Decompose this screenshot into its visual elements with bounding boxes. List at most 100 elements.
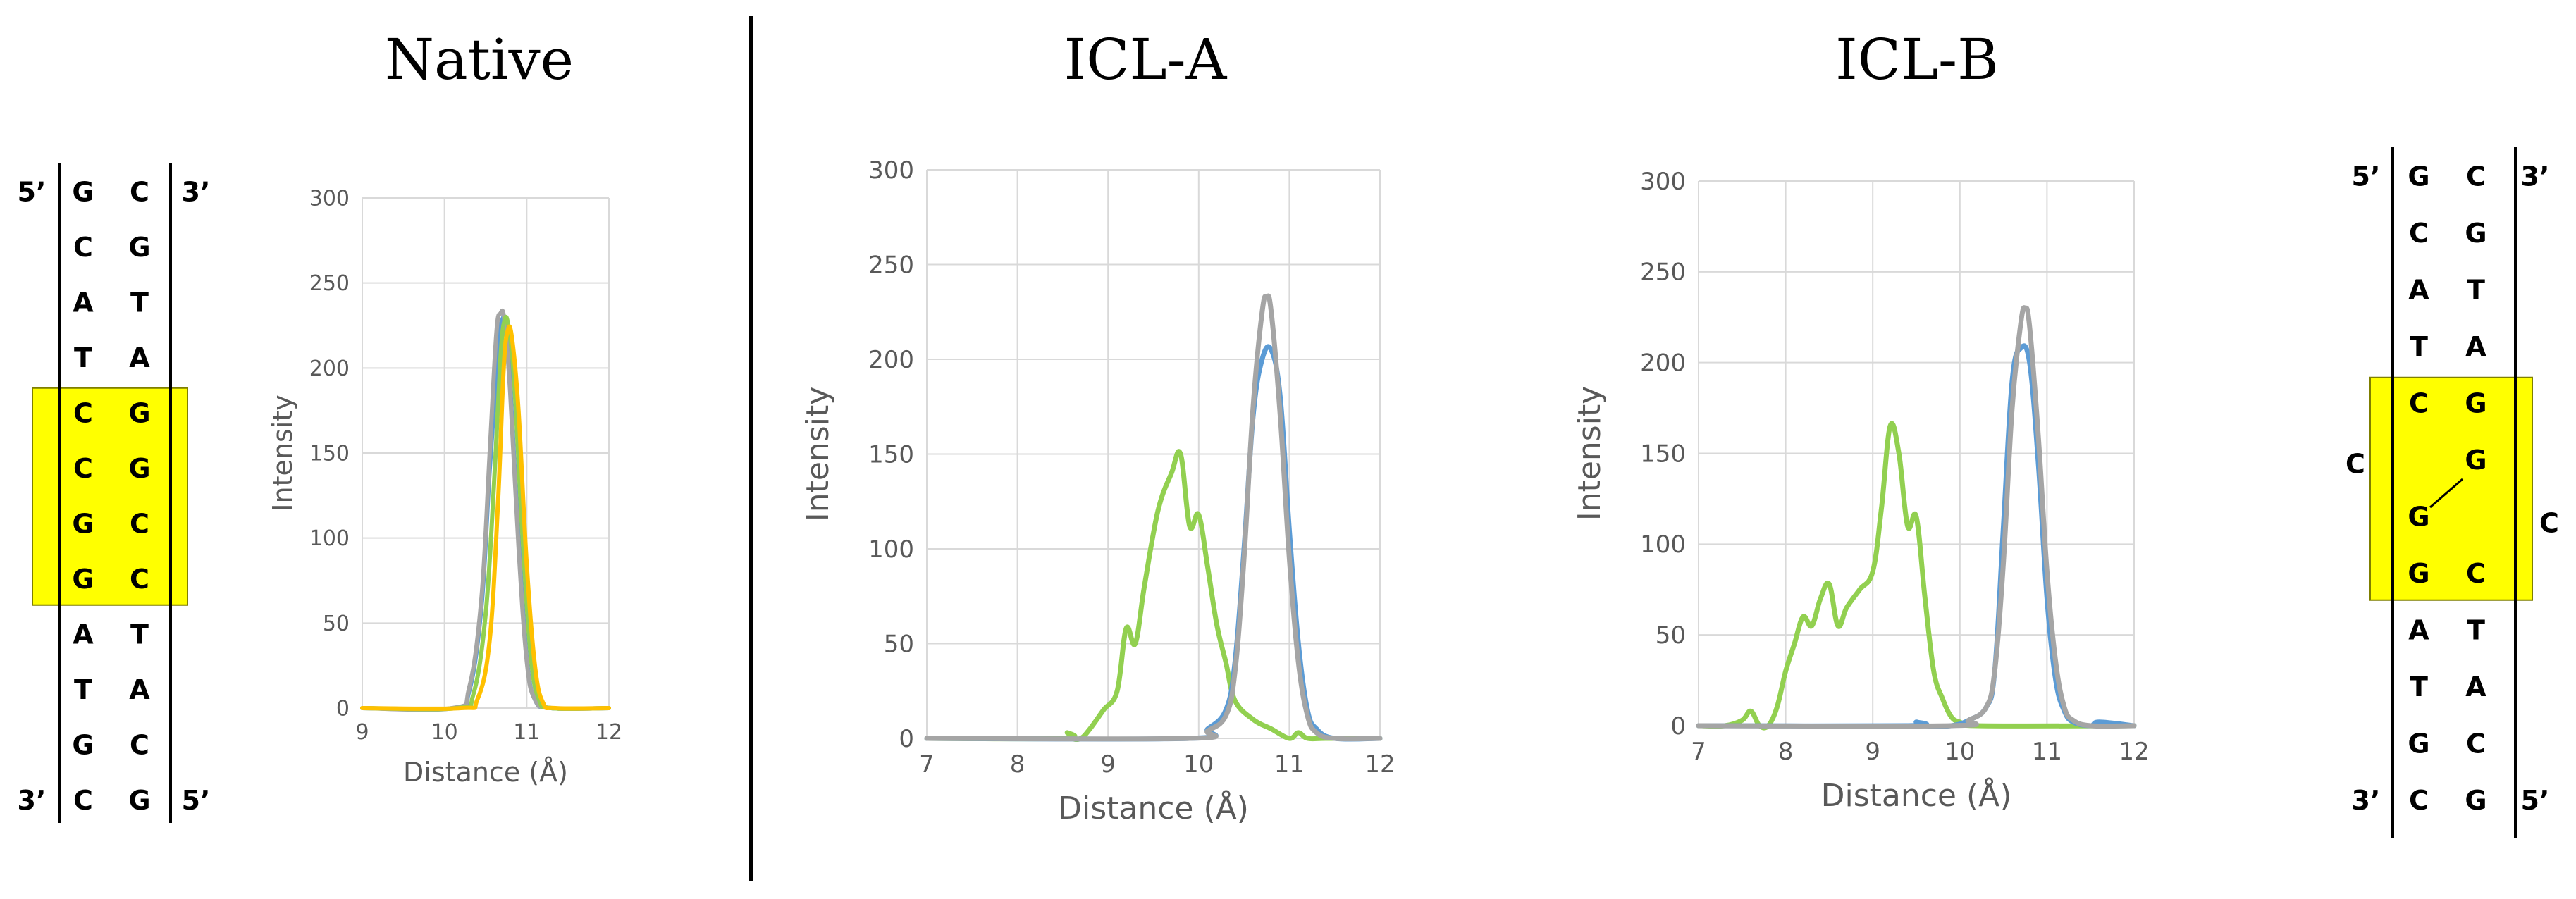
plot-area: 0 50 100 150 200 250 300 9 10 11 12 Distance (Å) Int… <box>267 187 622 788</box>
base-left-11: C <box>73 785 93 816</box>
y-tick-label-1: 50 <box>884 630 914 658</box>
base-left-4: C <box>73 398 93 429</box>
base-right-11: G <box>128 785 150 816</box>
x-tick-label-5: 12 <box>2119 738 2149 766</box>
base-right-8: T <box>130 619 149 650</box>
base-left-2: A <box>2408 275 2429 306</box>
base-left-7: G <box>2408 558 2429 589</box>
label-3-prime-top: 3’ <box>2521 161 2550 192</box>
x-tick-label-1: 8 <box>1778 738 1794 766</box>
y-tick-label-3: 150 <box>309 442 350 466</box>
x-tick-label-0: 7 <box>919 750 935 779</box>
base-left-8: A <box>73 619 94 650</box>
base-right-1: G <box>2465 218 2486 249</box>
x-tick-label-4: 11 <box>2032 738 2062 766</box>
base-left-0: G <box>72 177 94 208</box>
x-tick-label-5: 12 <box>1364 750 1395 779</box>
y-tick-label-5: 250 <box>1640 259 1686 287</box>
label-5-prime-top: 5’ <box>18 177 47 208</box>
base-left-5: C <box>73 453 93 484</box>
base-left-6: G <box>2408 502 2429 533</box>
series-line-2 <box>1696 305 2137 729</box>
label-5-prime-top: 5’ <box>2352 161 2381 192</box>
base-left-3: T <box>2410 331 2428 362</box>
x-tick-label-1: 10 <box>431 720 458 745</box>
base-left-9: T <box>2410 671 2428 702</box>
base-left-4: C <box>2409 388 2429 419</box>
y-tick-label-6: 300 <box>1640 168 1686 196</box>
y-tick-label-0: 0 <box>336 697 350 721</box>
y-axis-label: Intensity <box>800 387 836 522</box>
label-3-prime-bottom: 3’ <box>18 785 47 816</box>
base-right-3: A <box>129 342 150 373</box>
flipped-base-right: C <box>2539 508 2559 539</box>
base-right-7: C <box>130 564 149 595</box>
y-tick-label-2: 100 <box>309 526 350 551</box>
y-tick-label-2: 100 <box>868 535 914 564</box>
base-left-10: G <box>2408 728 2429 760</box>
base-left-9: T <box>74 674 92 705</box>
base-right-2: T <box>130 287 149 318</box>
base-right-0: C <box>2466 161 2486 192</box>
y-tick-label-0: 0 <box>1670 712 1686 740</box>
title-icl-b: ICL-B <box>1835 27 1999 92</box>
y-tick-label-5: 250 <box>868 251 914 279</box>
x-tick-label-4: 11 <box>1274 750 1305 779</box>
base-left-11: C <box>2409 785 2429 816</box>
base-right-11: G <box>2465 785 2486 816</box>
x-tick-label-2: 11 <box>513 720 540 745</box>
x-tick-label-3: 10 <box>1945 738 1975 766</box>
base-left-1: C <box>2409 218 2429 249</box>
base-right-8: T <box>2467 615 2485 646</box>
base-right-6: C <box>130 509 149 540</box>
base-right-2: T <box>2467 275 2485 306</box>
base-right-3: A <box>2465 331 2486 362</box>
series-line-3 <box>360 324 611 711</box>
base-right-4: G <box>128 398 150 429</box>
base-right-5: G <box>2465 445 2486 476</box>
y-tick-label-1: 50 <box>1656 621 1686 650</box>
base-left-8: A <box>2408 615 2429 646</box>
label-3-prime-bottom: 3’ <box>2352 785 2381 816</box>
label-3-prime-top: 3’ <box>182 177 211 208</box>
series-line-0 <box>1696 421 2137 731</box>
y-axis-label: Intensity <box>267 395 298 511</box>
base-left-6: G <box>72 509 94 540</box>
base-right-9: A <box>129 674 150 705</box>
base-right-1: G <box>128 232 150 263</box>
x-axis-label: Distance (Å) <box>1821 776 2012 814</box>
y-tick-label-5: 250 <box>309 271 350 296</box>
series-line-1 <box>360 308 611 712</box>
y-tick-label-6: 300 <box>309 187 350 211</box>
plot-area: 0 50 100 150 200 250 300 7 8 9 10 11 12 Distance (Å) I… <box>800 156 1395 826</box>
x-tick-label-2: 9 <box>1100 750 1116 779</box>
y-tick-label-0: 0 <box>899 725 914 753</box>
label-5-prime-bottom: 5’ <box>182 785 211 816</box>
title-native: Native <box>385 27 574 92</box>
plot-area: 0 50 100 150 200 250 300 7 8 9 10 11 12 Distance (Å) I… <box>1572 168 2150 814</box>
title-icl-a: ICL-A <box>1064 27 1227 92</box>
series-line-2 <box>360 314 611 712</box>
label-5-prime-bottom: 5’ <box>2521 785 2550 816</box>
y-tick-label-6: 300 <box>868 156 914 185</box>
base-right-10: C <box>130 730 149 761</box>
base-right-4: G <box>2465 388 2486 419</box>
base-right-10: C <box>2466 728 2486 760</box>
x-tick-label-2: 9 <box>1865 738 1880 766</box>
base-left-7: G <box>72 564 94 595</box>
flipped-base-left: C <box>2346 449 2365 480</box>
y-tick-label-4: 200 <box>1640 349 1686 378</box>
x-tick-label-3: 12 <box>596 720 622 745</box>
series-line-1 <box>1696 343 2137 729</box>
base-left-0: G <box>2408 161 2429 192</box>
x-tick-label-0: 9 <box>355 720 369 745</box>
base-left-3: T <box>74 342 92 373</box>
base-right-7: C <box>2466 558 2486 589</box>
series-line-2 <box>924 293 1383 742</box>
y-tick-label-4: 200 <box>868 346 914 374</box>
